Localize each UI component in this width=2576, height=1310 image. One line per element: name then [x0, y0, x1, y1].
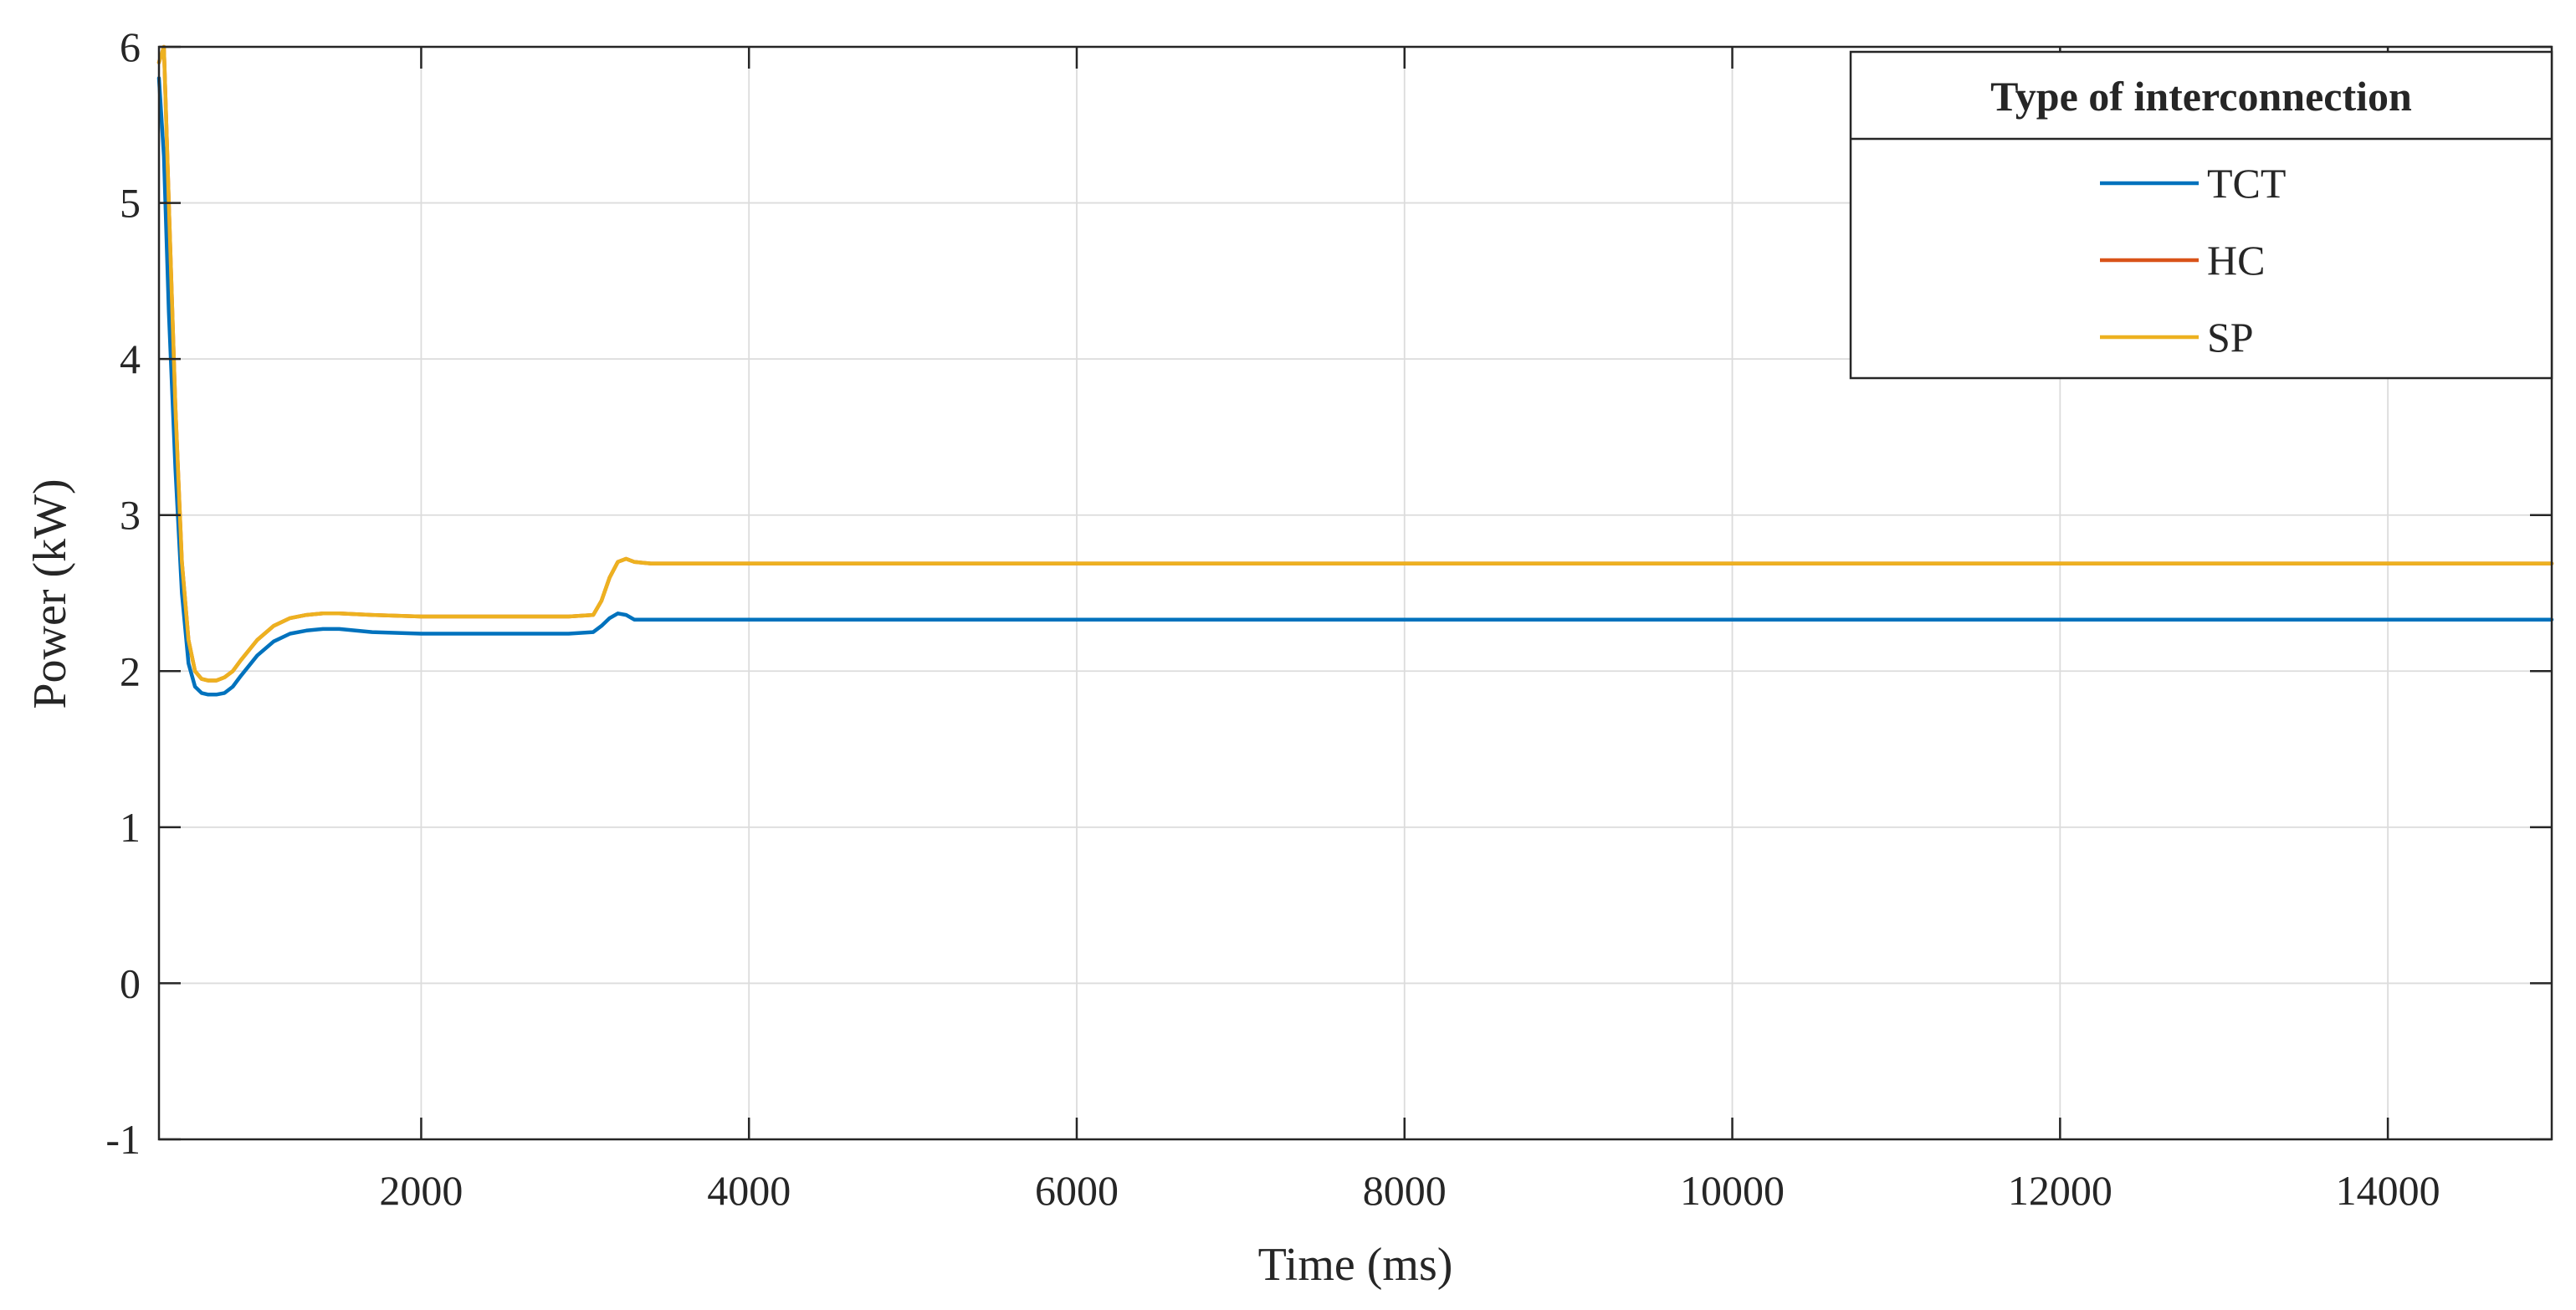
y-tick-label: 2 — [120, 647, 141, 694]
x-tick-label: 2000 — [379, 1167, 463, 1214]
y-tick-label: 1 — [120, 804, 141, 851]
x-tick-label: 14000 — [2336, 1167, 2440, 1214]
x-tick-label: 6000 — [1035, 1167, 1119, 1214]
x-axis-label: Time (ms) — [1258, 1239, 1453, 1291]
y-axis-label: Power (kW) — [24, 478, 76, 709]
x-tick-label: 8000 — [1363, 1167, 1447, 1214]
legend-label-hc: HC — [2207, 237, 2265, 284]
y-tick-label: 0 — [120, 959, 141, 1006]
legend-title: Type of interconnection — [1990, 73, 2412, 120]
x-axis-tick-labels: 2000 4000 6000 8000 10000 12000 14000 — [379, 1167, 2440, 1214]
series-layer — [156, 44, 2554, 697]
legend: Type of interconnection TCT HC SP — [1849, 50, 2553, 380]
y-tick-label: 6 — [120, 23, 141, 70]
series-line-tct — [156, 76, 2554, 697]
y-tick-label: 4 — [120, 335, 141, 382]
y-axis-tick-labels: -1 0 1 2 3 4 5 6 — [105, 23, 141, 1163]
legend-entries: TCT HC SP — [2100, 160, 2286, 361]
legend-box — [1849, 50, 2553, 380]
x-tick-label: 12000 — [2008, 1167, 2113, 1214]
x-tick-label: 4000 — [707, 1167, 791, 1214]
x-tick-label: 10000 — [1680, 1167, 1785, 1214]
axis-ticks — [159, 45, 2552, 1141]
series-line-sp — [156, 44, 2554, 683]
legend-label-sp: SP — [2207, 314, 2254, 361]
y-tick-label: -1 — [105, 1116, 141, 1163]
plot-area-frame — [157, 45, 2553, 1141]
legend-label-tct: TCT — [2207, 160, 2286, 207]
y-tick-label: 5 — [120, 180, 141, 227]
y-tick-label: 3 — [120, 492, 141, 539]
